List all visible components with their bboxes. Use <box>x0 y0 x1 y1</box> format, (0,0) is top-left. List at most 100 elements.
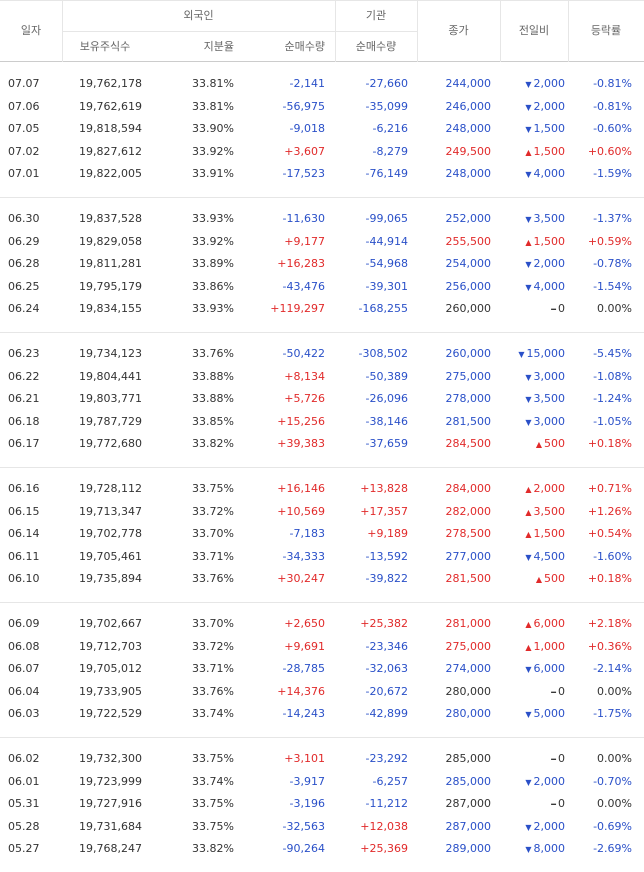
date-cell: 06.28 <box>8 257 40 270</box>
table-cell: +16,146 <box>277 482 325 495</box>
table-cell: 19,734,123 <box>79 347 142 360</box>
table-cell: 6,000 <box>525 613 566 636</box>
date-cell: 06.07 <box>8 662 40 675</box>
table-cell: +0.59% <box>587 234 632 248</box>
date-cell: 06.30 <box>8 212 40 225</box>
table-cell: 275,000 <box>445 639 492 653</box>
table-cell: 19,722,529 <box>79 707 142 720</box>
table-cell: -27,660 <box>365 77 408 90</box>
table-cell: 33.93% <box>192 212 234 225</box>
date-cell: 05.27 <box>8 842 40 855</box>
table-cell: -35,099 <box>365 99 408 113</box>
date-cell: 06.22 <box>8 369 40 383</box>
date-cell: 06.08 <box>8 639 40 653</box>
table-cell: -8,279 <box>372 144 408 158</box>
table-cell: +3,607 <box>284 144 325 158</box>
divider <box>0 332 644 333</box>
table-cell: 19,762,619 <box>79 99 142 113</box>
table-cell: -1.08% <box>593 369 632 383</box>
table-cell: -20,672 <box>365 684 408 698</box>
table-cell: 19,727,916 <box>79 797 142 810</box>
table-cell: -54,968 <box>365 257 408 270</box>
table-cell: 33.86% <box>192 279 234 293</box>
table-cell: 19,723,999 <box>79 774 142 788</box>
table-cell: 0 <box>551 793 565 816</box>
table-cell: 15,000 <box>518 343 566 366</box>
table-cell: +9,189 <box>367 527 408 540</box>
table-cell: 19,827,612 <box>79 144 142 158</box>
table-cell: 2,000 <box>525 478 566 501</box>
table-cell: 33.70% <box>192 617 234 630</box>
table-cell: 19,834,155 <box>79 302 142 315</box>
table-cell: 280,000 <box>445 684 492 698</box>
divider <box>62 0 63 62</box>
table-cell: +2.18% <box>587 617 632 630</box>
header-cell: 외국인 <box>183 9 214 22</box>
table-cell: -5.45% <box>593 347 632 360</box>
date-cell: 06.24 <box>8 302 40 315</box>
date-cell: 06.18 <box>8 414 40 428</box>
header-text: 지분율 <box>203 40 234 53</box>
table-cell: -34,333 <box>282 549 325 563</box>
divider <box>0 61 644 62</box>
table-cell: 5,000 <box>525 703 566 726</box>
table-cell: 248,000 <box>445 122 492 135</box>
divider <box>0 467 644 468</box>
date-cell: 06.25 <box>8 279 40 293</box>
date-cell: 06.15 <box>8 504 40 518</box>
table-cell: 287,000 <box>445 797 492 810</box>
table-cell: 284,500 <box>445 437 492 450</box>
table-cell: 33.71% <box>192 662 234 675</box>
table-cell: 33.92% <box>192 144 234 158</box>
divider <box>335 0 336 62</box>
table-cell: -1.60% <box>593 549 632 563</box>
table-cell: -6,216 <box>372 122 408 135</box>
table-cell: 19,787,729 <box>79 414 142 428</box>
table-cell: -38,146 <box>365 414 408 428</box>
table-cell: -1.54% <box>593 279 632 293</box>
table-cell: 248,000 <box>445 167 492 180</box>
table-cell: -43,476 <box>282 279 325 293</box>
table-cell: 33.82% <box>192 842 234 855</box>
table-cell: -0.69% <box>593 819 632 833</box>
table-cell: 0 <box>551 681 565 704</box>
table-cell: +0.71% <box>587 482 632 495</box>
date-cell: 06.11 <box>8 549 40 563</box>
table-cell: -0.70% <box>593 774 632 788</box>
table-cell: 33.75% <box>192 482 234 495</box>
table-cell: 289,000 <box>445 842 492 855</box>
date-cell: 06.23 <box>8 347 40 360</box>
table-cell: 3,500 <box>525 501 566 524</box>
table-cell: 284,000 <box>445 482 492 495</box>
divider <box>0 737 644 738</box>
table-cell: 3,000 <box>525 366 566 389</box>
table-cell: -2.14% <box>593 662 632 675</box>
table-cell: 275,000 <box>445 369 492 383</box>
date-cell: 06.03 <box>8 707 40 720</box>
date-cell: 06.01 <box>8 774 40 788</box>
date-cell: 06.09 <box>8 617 40 630</box>
table-cell: 19,732,300 <box>79 752 142 765</box>
table-cell: 0.00% <box>597 684 632 698</box>
table-cell: -13,592 <box>365 549 408 563</box>
table-cell: 285,000 <box>445 752 492 765</box>
table-cell: 19,702,778 <box>79 527 142 540</box>
table-cell: -23,346 <box>365 639 408 653</box>
table-cell: 33.90% <box>192 122 234 135</box>
header-cell: 순매수량 <box>355 40 397 53</box>
table-cell: +16,283 <box>277 257 325 270</box>
table-cell: 2,000 <box>525 771 566 794</box>
divider <box>0 602 644 603</box>
table-cell: 19,772,680 <box>79 437 142 450</box>
header-cell: 전일비 <box>518 24 550 37</box>
table-cell: +1.26% <box>587 504 632 518</box>
table-cell: -1.05% <box>593 414 632 428</box>
table-cell: 33.75% <box>192 797 234 810</box>
date-cell: 06.02 <box>8 752 40 765</box>
table-cell: -23,292 <box>365 752 408 765</box>
table-cell: -3,917 <box>289 774 325 788</box>
table-cell: 33.75% <box>192 819 234 833</box>
divider <box>0 0 644 1</box>
table-cell: +5,726 <box>284 392 325 405</box>
table-cell: -90,264 <box>282 842 325 855</box>
